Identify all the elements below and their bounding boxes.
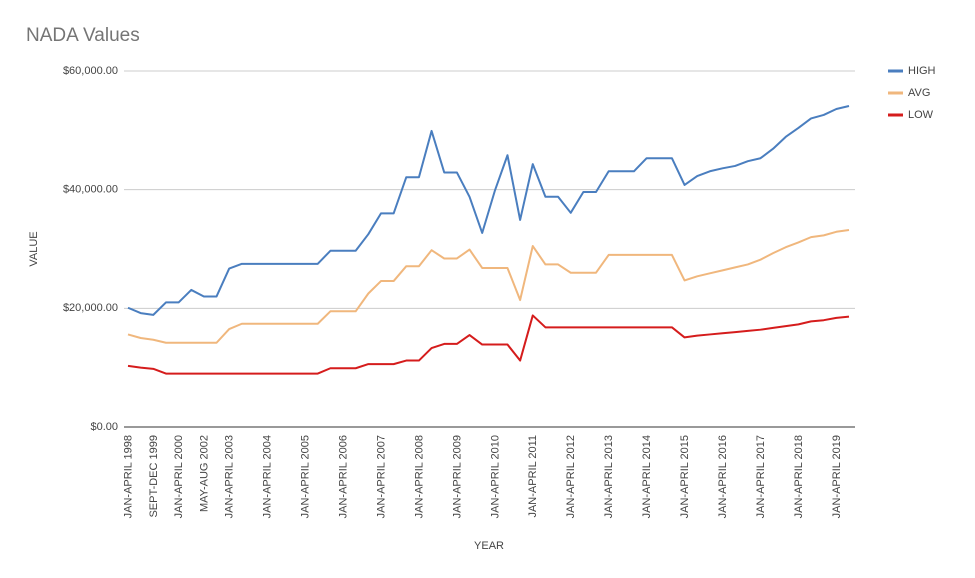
x-axis-label: YEAR <box>474 540 504 552</box>
x-tick-label: JAN-APRIL 2016 <box>717 435 729 518</box>
x-tick-label: JAN-APRIL 2008 <box>413 435 425 518</box>
x-tick-label: JAN-APRIL 2015 <box>679 435 691 518</box>
x-tick-label: JAN-APRIL 2004 <box>262 435 274 518</box>
x-tick-label: JAN-APRIL 2018 <box>793 435 805 518</box>
series-line <box>127 105 850 316</box>
series-line <box>127 229 850 344</box>
series-line <box>127 314 850 375</box>
x-tick-label: JAN-APRIL 2000 <box>173 435 185 518</box>
legend-label: AVG <box>908 87 930 99</box>
legend-label: LOW <box>908 109 934 121</box>
x-tick-label: JAN-APRIL 2011 <box>527 435 539 518</box>
x-tick-label: JAN-APRIL 1998 <box>122 435 134 518</box>
y-tick-label: $20,000.00 <box>63 302 118 314</box>
x-tick-label: JAN-APRIL 2019 <box>831 435 843 518</box>
y-tick-label: $0.00 <box>90 421 118 433</box>
y-tick-label: $40,000.00 <box>63 184 118 196</box>
chart-title: NADA Values <box>26 25 140 46</box>
x-tick-label: MAY-AUG 2002 <box>198 435 210 512</box>
x-tick-label: JAN-APRIL 2005 <box>300 435 312 518</box>
x-tick-label: JAN-APRIL 2009 <box>451 435 463 518</box>
x-tick-label: JAN-APRIL 2017 <box>755 435 767 518</box>
x-tick-label: JAN-APRIL 2012 <box>565 435 577 518</box>
x-tick-label: JAN-APRIL 2010 <box>489 435 501 518</box>
x-tick-label: JAN-APRIL 2014 <box>641 435 653 518</box>
x-tick-label: JAN-APRIL 2013 <box>603 435 615 518</box>
x-tick-label: SEPT-DEC 1999 <box>148 435 160 518</box>
x-tick-label: JAN-APRIL 2006 <box>337 435 349 518</box>
y-axis-label: VALUE <box>28 231 40 266</box>
legend-label: HIGH <box>908 65 936 77</box>
y-tick-label: $60,000.00 <box>63 65 118 77</box>
x-tick-label: JAN-APRIL 2007 <box>375 435 387 518</box>
x-tick-label: JAN-APRIL 2003 <box>224 435 236 518</box>
